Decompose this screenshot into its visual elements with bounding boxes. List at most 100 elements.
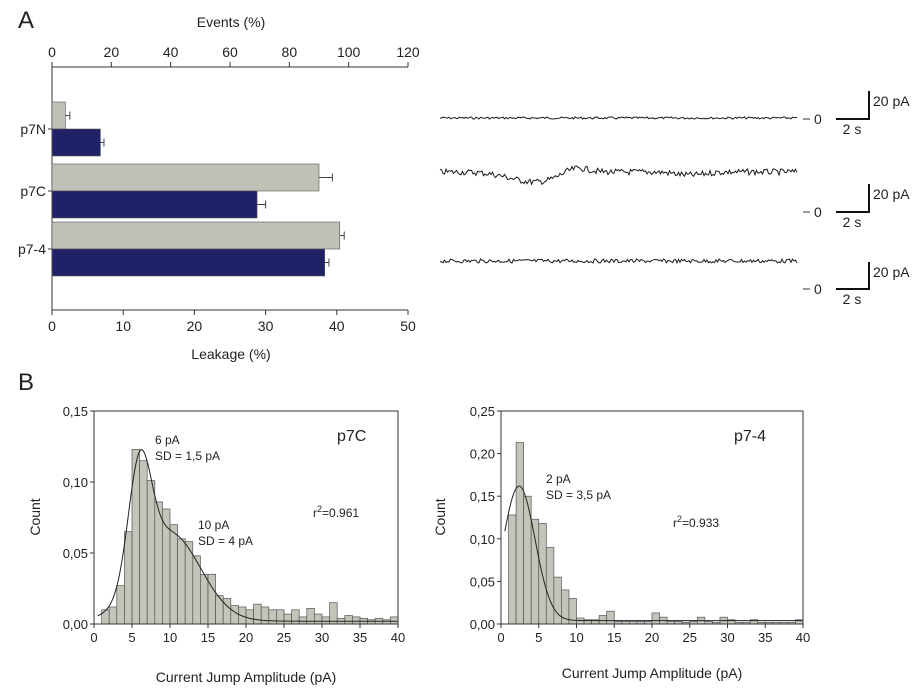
histogram-bar: [508, 514, 517, 625]
top-axis-tick-label: 100: [337, 44, 361, 60]
hist-p7c-ylabel: Count: [27, 498, 43, 535]
x-tick-label: 20: [239, 630, 253, 645]
zero-level-label: 0: [814, 281, 822, 297]
y-tick-label: 0,20: [470, 447, 495, 462]
histogram-bar: [131, 448, 140, 625]
bottom-axis-label: Leakage (%): [191, 346, 270, 362]
current-trace: [439, 165, 798, 186]
hist-p7-4-label: p7-4: [734, 428, 766, 445]
y-tick-label: 0,25: [470, 404, 495, 419]
top-axis-tick-label: 60: [222, 44, 238, 60]
hist-p7c-annotation-1: 6 pA: [155, 433, 180, 447]
histogram-bar: [116, 585, 125, 625]
hist-p7-4-annotation-1: 2 pA: [546, 472, 571, 486]
hist-p7-4-annotation-2: SD = 3,5 pA: [546, 488, 611, 502]
histogram-bar: [382, 619, 391, 625]
top-axis-tick-label: 40: [163, 44, 179, 60]
scale-current-label: 20 pA: [873, 93, 910, 109]
hist-p7c-annotation-2: SD = 1,5 pA: [155, 449, 220, 463]
x-tick-label: 15: [607, 630, 621, 645]
y-tick-label: 0,05: [63, 546, 88, 561]
histogram-bar: [651, 612, 660, 625]
current-trace: [440, 257, 798, 265]
bottom-axis-tick-label: 20: [187, 318, 203, 334]
histogram-bar: [314, 613, 323, 625]
x-tick-label: 20: [645, 630, 659, 645]
y-tick-label: 0,10: [470, 532, 495, 547]
x-tick-label: 10: [163, 630, 177, 645]
scale-time-label: 2 s: [843, 214, 862, 230]
x-tick-label: 40: [391, 630, 405, 645]
y-tick-label: 0,15: [470, 489, 495, 504]
category-label: p7C: [20, 183, 46, 199]
x-tick-label: 10: [569, 630, 583, 645]
histogram-bar: [390, 616, 399, 625]
x-tick-label: 15: [201, 630, 215, 645]
x-tick-label: 5: [535, 630, 542, 645]
category-label: p7-4: [18, 241, 46, 257]
histogram-bar: [530, 518, 540, 625]
histogram-bar: [545, 546, 555, 625]
histogram-bar: [598, 615, 608, 625]
histogram-p7c: Current Jump Amplitude (pA) Count p7C 6 …: [27, 404, 405, 685]
bar-chart: Events (%) Leakage (%) 0 20 40 60 80 100 120 0 1…: [18, 14, 420, 362]
x-tick-label: 5: [128, 630, 135, 645]
panel-label-a: A: [18, 7, 34, 34]
hist-p7-4-xlabel: Current Jump Amplitude (pA): [562, 665, 743, 681]
histogram-bar: [291, 609, 300, 625]
histogram-bar: [222, 598, 232, 625]
top-axis-label: Events (%): [197, 14, 265, 30]
bar-leakage: [51, 128, 101, 157]
hist-p7c-annotation-4: SD = 4 pA: [198, 534, 253, 548]
scale-current-label: 20 pA: [873, 264, 910, 280]
histogram-bar: [253, 603, 262, 625]
histogram-bar: [108, 606, 118, 625]
histogram-bar: [184, 541, 194, 625]
bottom-axis-tick-label: 30: [258, 318, 274, 334]
x-tick-label: 35: [353, 630, 367, 645]
y-tick-label: 0,00: [470, 617, 495, 632]
hist-p7c-annotation-3: 10 pA: [198, 518, 229, 532]
histogram-bar: [276, 609, 285, 625]
scale-time-label: 2 s: [843, 291, 862, 307]
histogram-bar: [515, 442, 524, 625]
x-tick-label: 25: [683, 630, 697, 645]
scale-bar: [836, 91, 870, 120]
fit-curve: [97, 449, 398, 622]
top-axis-tick-label: 20: [104, 44, 120, 60]
bar-events: [51, 163, 320, 192]
histogram-bar: [606, 610, 615, 625]
bar-leakage: [51, 190, 258, 219]
histogram-bar: [101, 609, 110, 625]
x-tick-label: 40: [796, 630, 810, 645]
x-tick-label: 30: [315, 630, 329, 645]
fit-curve: [504, 485, 803, 622]
current-traces: 0 20 pA 2 s 0 20 pA 2 s 0 20 pA 2 s: [439, 91, 910, 307]
y-tick-label: 0,00: [63, 617, 88, 632]
hist-p7-4-r2: r2=0.933: [673, 514, 719, 530]
histogram-bar: [260, 606, 270, 625]
hist-p7c-xlabel: Current Jump Amplitude (pA): [156, 669, 337, 685]
panel-label-b: B: [18, 369, 34, 396]
bar-events: [51, 101, 66, 130]
histogram-bar: [230, 605, 239, 625]
histogram-bar: [124, 531, 133, 625]
histogram-bar: [283, 613, 292, 625]
hist-p7c-label: p7C: [337, 428, 366, 445]
histogram-bar: [245, 609, 254, 625]
histogram-bar: [200, 573, 209, 625]
top-axis-tick-label: 0: [48, 44, 56, 60]
histogram-bar: [367, 619, 376, 625]
histogram-bar: [169, 524, 178, 625]
hist-p7-4-ylabel: Count: [432, 498, 448, 535]
scale-bar: [836, 184, 870, 213]
histogram-bar: [321, 616, 330, 625]
histogram-bar: [177, 538, 186, 625]
histogram-bar: [298, 616, 308, 625]
scale-bar: [836, 262, 870, 290]
histogram-p7-4: Current Jump Amplitude (pA) Count p7-4 2…: [432, 404, 810, 681]
histogram-bar: [352, 616, 361, 625]
bar-events: [51, 221, 341, 250]
current-trace: [439, 116, 798, 120]
